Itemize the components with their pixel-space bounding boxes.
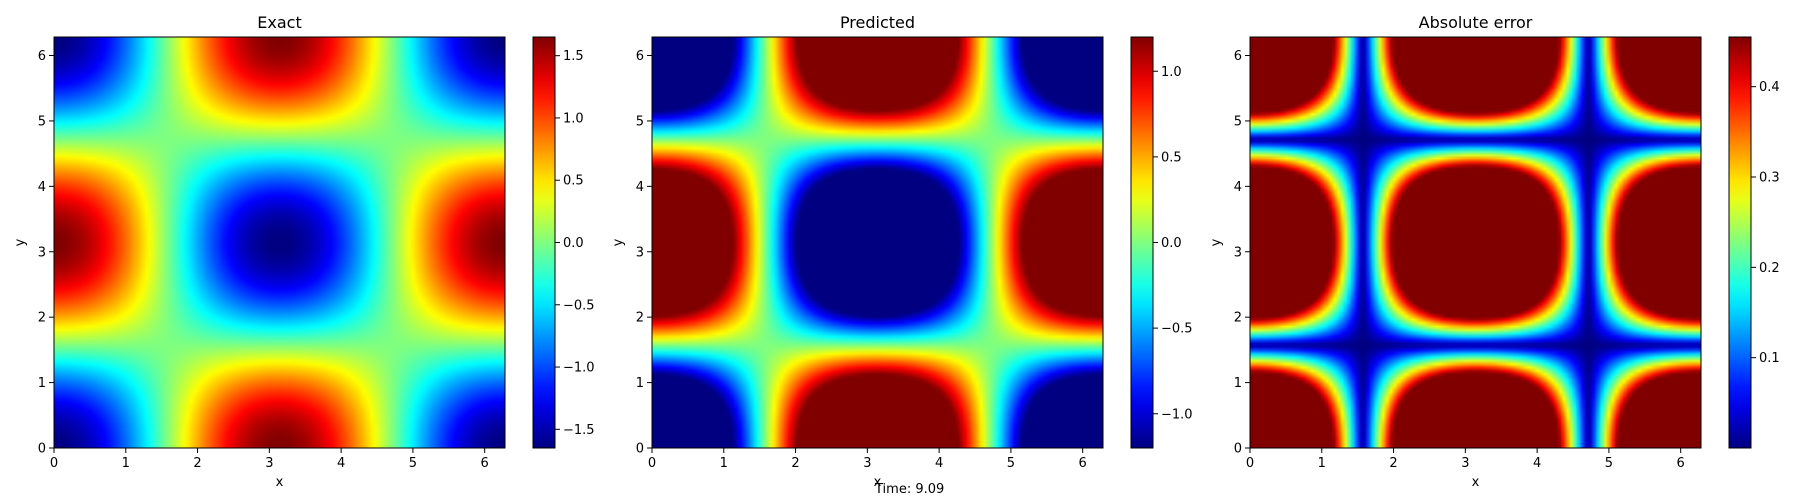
colorbar-tick-label: 1.0 [1161,65,1182,80]
y-tick-label: 4 [1234,180,1242,195]
x-tick-label: 2 [193,456,201,471]
x-axis-label: x [1472,475,1480,490]
colorbar-tick-label: 1.0 [563,111,584,126]
plot-frame [651,36,1104,449]
time-label: Time: 9.09 [874,482,944,497]
y-tick-label: 2 [1234,311,1242,326]
x-tick-label: 5 [409,456,417,471]
y-tick-label: 5 [1234,114,1242,129]
y-axis-label: y [13,238,28,246]
heatmap-image [652,37,1103,448]
colorbar-tick-label: −1.5 [563,423,595,438]
y-tick-label: 2 [38,311,46,326]
y-tick-label: 0 [1234,442,1242,457]
y-tick-label: 6 [1234,49,1242,64]
x-tick-label: 6 [1079,456,1087,471]
y-tick-label: 0 [38,442,46,457]
panel-1: Exact 0 1 2 3 4 5 6 0 1 2 3 4 5 6 x y −1.5 −1.0 −0.5 0.0 0.5 1… [13,13,595,490]
x-tick-label: 1 [122,456,130,471]
x-tick-label: 4 [337,456,345,471]
y-tick-label: 1 [1234,376,1242,391]
colorbar-tick-label: −0.5 [1161,322,1193,337]
panel-2: Predicted 0 1 2 3 4 5 6 0 1 2 3 4 5 6 x y −1.0 −0.5 0.0 0.5 1… [611,13,1193,490]
x-axis-label: x [276,475,284,490]
x-tick-label: 3 [265,456,273,471]
colorbar-tick-label: −0.5 [563,298,595,313]
y-tick-label: 1 [636,376,644,391]
colorbar [532,36,556,449]
x-tick-label: 0 [50,456,58,471]
y-tick-label: 0 [636,442,644,457]
colorbar [1728,36,1752,449]
x-tick-label: 5 [1007,456,1015,471]
colorbar-tick-label: 0.2 [1759,261,1780,276]
x-axis-label: x [874,475,882,490]
x-tick-label: 6 [1677,456,1685,471]
colorbar-tick-label: 0.3 [1759,171,1780,186]
x-tick-label: 1 [1318,456,1326,471]
colorbar [1130,36,1154,449]
x-tick-label: 1 [720,456,728,471]
y-tick-label: 5 [38,114,46,129]
panel-3: Absolute error 0 1 2 3 4 5 6 0 1 2 3 4 5 6 x y 0.1 0.2 0.3 0… [1209,13,1780,490]
y-axis-label: y [611,238,626,246]
y-tick-label: 6 [636,49,644,64]
y-tick-label: 3 [1234,245,1242,260]
colorbar-tick-label: 1.5 [563,49,584,64]
chart-title: Absolute error [1419,13,1533,32]
colorbar-tick-label: 0.4 [1759,80,1780,95]
y-tick-label: 1 [38,376,46,391]
y-tick-label: 5 [636,114,644,129]
heatmap-image [54,37,505,448]
x-tick-label: 4 [935,456,943,471]
x-tick-label: 0 [1246,456,1254,471]
colorbar-tick-label: 0.1 [1759,351,1780,366]
y-tick-label: 2 [636,311,644,326]
y-axis-label: y [1209,238,1224,246]
heatmap-image [1250,37,1701,448]
x-tick-label: 2 [791,456,799,471]
chart-title: Predicted [840,13,915,32]
y-tick-label: 3 [38,245,46,260]
plot-frame [1249,36,1702,449]
x-tick-label: 2 [1389,456,1397,471]
y-tick-label: 3 [636,245,644,260]
x-tick-label: 4 [1533,456,1541,471]
colorbar-tick-label: 0.5 [1161,150,1182,165]
colorbar-tick-label: −1.0 [1161,407,1193,422]
x-tick-label: 6 [481,456,489,471]
x-tick-label: 3 [1461,456,1469,471]
y-tick-label: 6 [38,49,46,64]
y-tick-label: 4 [636,180,644,195]
x-tick-label: 0 [648,456,656,471]
plot-frame [53,36,506,449]
y-tick-label: 4 [38,180,46,195]
chart-title: Exact [257,13,301,32]
colorbar-tick-label: 0.0 [1161,236,1182,251]
colorbar-tick-label: −1.0 [563,361,595,376]
x-tick-label: 5 [1605,456,1613,471]
x-tick-label: 3 [863,456,871,471]
colorbar-tick-label: 0.0 [563,236,584,251]
colorbar-tick-label: 0.5 [563,174,584,189]
